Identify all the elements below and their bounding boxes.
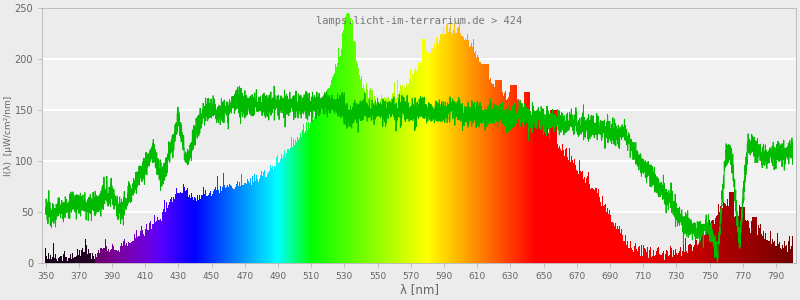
- X-axis label: λ [nm]: λ [nm]: [399, 283, 438, 296]
- Y-axis label: I(λ)  [μW/cm²/nm]: I(λ) [μW/cm²/nm]: [4, 96, 13, 176]
- Bar: [42, 110, 796, 161]
- Bar: [42, 161, 796, 212]
- Text: lamps.licht-im-terrarium.de > 424: lamps.licht-im-terrarium.de > 424: [316, 16, 522, 26]
- Bar: [42, 59, 796, 110]
- Bar: [42, 212, 796, 263]
- Bar: [42, 8, 796, 59]
